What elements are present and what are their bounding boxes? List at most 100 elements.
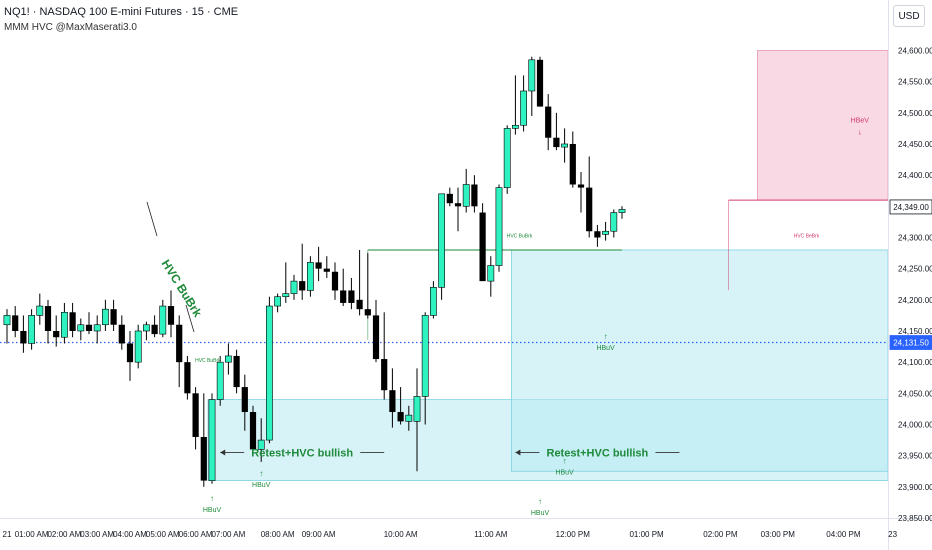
candle[interactable]	[602, 221, 609, 241]
candle[interactable]	[134, 324, 142, 369]
candle[interactable]	[77, 318, 85, 341]
candle[interactable]	[216, 355, 224, 406]
candle[interactable]	[102, 299, 109, 331]
candle[interactable]	[167, 290, 175, 338]
bull-candle-body[interactable]	[602, 230, 609, 235]
bear-candle-body[interactable]	[553, 137, 560, 148]
candle[interactable]	[299, 243, 306, 300]
bull-candle-body[interactable]	[60, 311, 68, 338]
bull-candle-body[interactable]	[429, 287, 437, 316]
bear-candle-body[interactable]	[20, 330, 27, 344]
candle[interactable]	[257, 418, 265, 462]
symbol-title[interactable]: NQ1! · NASDAQ 100 E-mini Futures · 15 · …	[4, 6, 239, 18]
candle[interactable]	[143, 321, 150, 341]
candle[interactable]	[60, 302, 68, 344]
bear-candle-body[interactable]	[594, 231, 601, 238]
bear-candle-body[interactable]	[331, 271, 339, 291]
bull-candle-body[interactable]	[413, 396, 421, 422]
candle[interactable]	[110, 299, 117, 331]
candle[interactable]	[577, 172, 585, 213]
candle[interactable]	[20, 315, 27, 353]
bear-candle-body[interactable]	[69, 312, 76, 331]
currency-button[interactable]: USD	[893, 5, 925, 27]
candle[interactable]	[151, 315, 158, 338]
bull-candle-body[interactable]	[159, 305, 167, 335]
bull-candle-body[interactable]	[495, 187, 503, 266]
bear-candle-body[interactable]	[381, 359, 388, 391]
candle[interactable]	[511, 75, 519, 135]
bear-candle-body[interactable]	[323, 268, 330, 272]
candle[interactable]	[479, 203, 486, 282]
bear-candle-body[interactable]	[299, 281, 306, 291]
candle[interactable]	[553, 112, 560, 151]
bull-candle-body[interactable]	[610, 212, 618, 232]
candle[interactable]	[265, 296, 273, 444]
bull-candle-body[interactable]	[134, 330, 142, 363]
candle[interactable]	[495, 184, 503, 272]
candle[interactable]	[290, 274, 298, 300]
bull-candle-body[interactable]	[93, 324, 101, 332]
candle[interactable]	[306, 256, 314, 297]
candle[interactable]	[44, 299, 52, 344]
candle[interactable]	[93, 315, 101, 344]
bull-candle-body[interactable]	[306, 262, 314, 291]
bull-candle-body[interactable]	[520, 90, 527, 126]
bull-candle-body[interactable]	[102, 308, 109, 326]
candle[interactable]	[176, 315, 183, 388]
bull-candle-body[interactable]	[405, 414, 413, 422]
candle[interactable]	[381, 312, 388, 400]
bear-candle-body[interactable]	[446, 193, 453, 204]
candle[interactable]	[192, 387, 199, 450]
candle[interactable]	[389, 368, 396, 428]
candle[interactable]	[282, 262, 290, 303]
bull-candle-body[interactable]	[282, 293, 290, 298]
candle[interactable]	[438, 193, 445, 300]
candle[interactable]	[356, 249, 363, 316]
bull-candle-body[interactable]	[438, 193, 445, 288]
candle[interactable]	[610, 209, 618, 238]
candle[interactable]	[315, 246, 322, 282]
bear-candle-body[interactable]	[53, 330, 60, 338]
bear-candle-body[interactable]	[364, 309, 371, 316]
candles[interactable]	[3, 56, 626, 487]
bear-candle-body[interactable]	[126, 343, 134, 363]
candle[interactable]	[12, 306, 19, 338]
bull-candle-body[interactable]	[216, 361, 224, 400]
bear-candle-body[interactable]	[241, 387, 248, 413]
candle[interactable]	[413, 368, 421, 472]
bear-candle-body[interactable]	[151, 324, 158, 335]
bull-candle-body[interactable]	[618, 209, 626, 213]
candle[interactable]	[200, 393, 207, 487]
bull-candle-body[interactable]	[3, 315, 11, 326]
candle[interactable]	[241, 374, 248, 431]
candle[interactable]	[364, 253, 371, 319]
bear-candle-body[interactable]	[192, 393, 199, 437]
bear-candle-body[interactable]	[356, 299, 363, 310]
bull-candle-body[interactable]	[257, 439, 265, 450]
candle[interactable]	[208, 393, 216, 484]
candle[interactable]	[274, 293, 281, 313]
candle[interactable]	[503, 125, 511, 194]
bull-candle-body[interactable]	[503, 128, 511, 188]
bear-candle-body[interactable]	[397, 412, 404, 422]
bear-candle-body[interactable]	[118, 324, 125, 344]
candle[interactable]	[323, 256, 330, 278]
bull-candle-body[interactable]	[290, 280, 298, 294]
bear-candle-body[interactable]	[315, 262, 322, 269]
candle[interactable]	[545, 94, 552, 151]
bear-candle-body[interactable]	[536, 59, 544, 107]
bear-candle-body[interactable]	[44, 306, 52, 331]
bear-candle-body[interactable]	[12, 315, 19, 331]
bull-candle-body[interactable]	[462, 184, 470, 207]
candle[interactable]	[36, 293, 44, 325]
bear-candle-body[interactable]	[348, 290, 355, 303]
candle[interactable]	[348, 278, 355, 310]
candle[interactable]	[618, 206, 626, 219]
bear-candle-body[interactable]	[586, 187, 593, 232]
bear-candle-body[interactable]	[176, 324, 183, 363]
candle[interactable]	[446, 187, 453, 207]
candle[interactable]	[397, 387, 404, 425]
candle[interactable]	[561, 128, 568, 163]
candle[interactable]	[520, 75, 527, 132]
candle[interactable]	[331, 262, 339, 300]
